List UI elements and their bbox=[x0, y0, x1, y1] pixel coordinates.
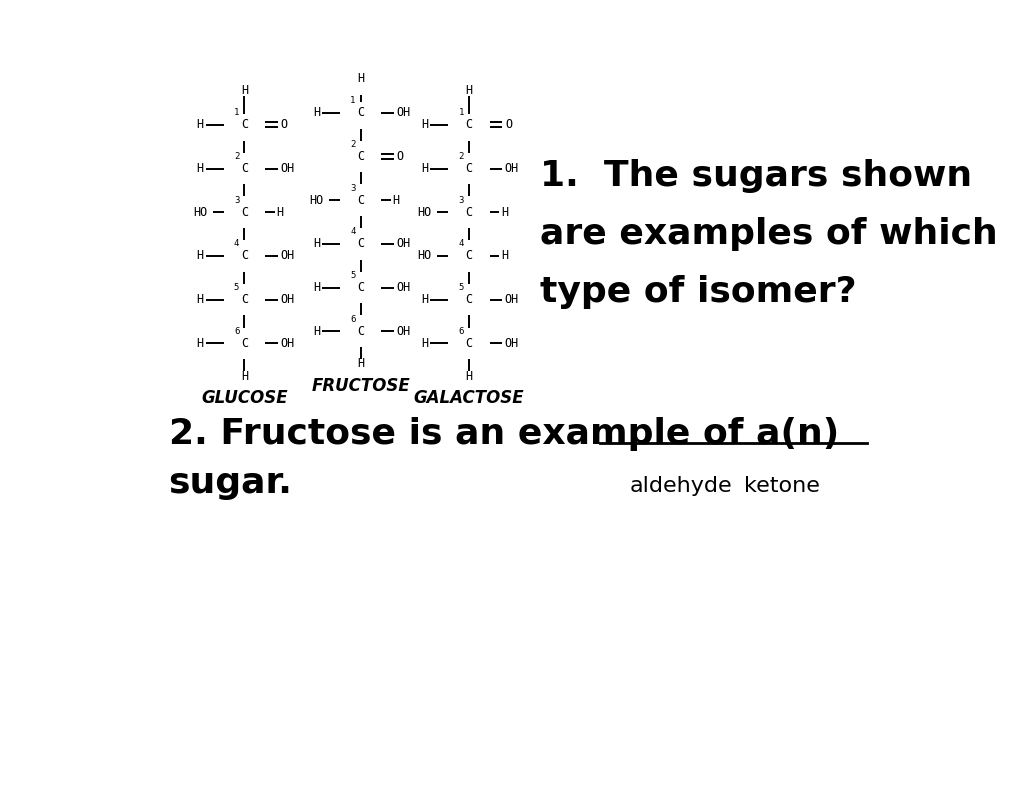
Text: O: O bbox=[396, 150, 404, 163]
Text: C: C bbox=[357, 106, 364, 119]
Text: OH: OH bbox=[280, 250, 294, 262]
Text: OH: OH bbox=[504, 336, 519, 350]
Text: GLUCOSE: GLUCOSE bbox=[201, 389, 287, 407]
Text: H: H bbox=[465, 84, 472, 98]
Text: O: O bbox=[504, 118, 512, 132]
Text: 2. Fructose is an example of a(n): 2. Fructose is an example of a(n) bbox=[168, 418, 838, 452]
Text: HO: HO bbox=[417, 250, 431, 262]
Text: FRUCTOSE: FRUCTOSE bbox=[311, 377, 410, 395]
Text: H: H bbox=[500, 250, 507, 262]
Text: H: H bbox=[313, 106, 320, 119]
Text: OH: OH bbox=[395, 237, 410, 251]
Text: 6: 6 bbox=[233, 327, 239, 336]
Text: OH: OH bbox=[395, 106, 410, 119]
Text: OH: OH bbox=[504, 162, 519, 175]
Text: HO: HO bbox=[309, 194, 323, 206]
Text: GALACTOSE: GALACTOSE bbox=[414, 389, 524, 407]
Text: OH: OH bbox=[280, 336, 294, 350]
Text: H: H bbox=[240, 84, 248, 98]
Text: H: H bbox=[197, 336, 204, 350]
Text: 3: 3 bbox=[350, 184, 356, 192]
Text: H: H bbox=[421, 336, 428, 350]
Text: HO: HO bbox=[193, 206, 207, 219]
Text: 3: 3 bbox=[233, 195, 239, 205]
Text: 4: 4 bbox=[350, 227, 356, 236]
Text: 2: 2 bbox=[458, 152, 464, 161]
Text: O: O bbox=[280, 118, 287, 132]
Text: 6: 6 bbox=[458, 327, 464, 336]
Text: 2: 2 bbox=[233, 152, 239, 161]
Text: H: H bbox=[421, 162, 428, 175]
Text: OH: OH bbox=[280, 162, 294, 175]
Text: 1: 1 bbox=[233, 108, 239, 117]
Text: ketone: ketone bbox=[744, 476, 819, 496]
Text: C: C bbox=[357, 325, 364, 338]
Text: H: H bbox=[357, 72, 364, 85]
Text: C: C bbox=[240, 118, 248, 132]
Text: OH: OH bbox=[395, 281, 410, 294]
Text: H: H bbox=[197, 250, 204, 262]
Text: C: C bbox=[465, 162, 472, 175]
Text: C: C bbox=[240, 250, 248, 262]
Text: C: C bbox=[465, 206, 472, 219]
Text: H: H bbox=[197, 118, 204, 132]
Text: H: H bbox=[240, 370, 248, 383]
Text: sugar.: sugar. bbox=[168, 466, 292, 500]
Text: H: H bbox=[276, 206, 283, 219]
Text: 4: 4 bbox=[458, 240, 464, 248]
Text: C: C bbox=[240, 336, 248, 350]
Text: C: C bbox=[357, 150, 364, 163]
Text: OH: OH bbox=[504, 293, 519, 307]
Text: H: H bbox=[500, 206, 507, 219]
Text: C: C bbox=[465, 118, 472, 132]
Text: are examples of which: are examples of which bbox=[540, 217, 997, 251]
Text: H: H bbox=[421, 118, 428, 132]
Text: 5: 5 bbox=[233, 283, 239, 292]
Text: 1: 1 bbox=[458, 108, 464, 117]
Text: C: C bbox=[465, 250, 472, 262]
Text: 1: 1 bbox=[350, 96, 356, 105]
Text: C: C bbox=[357, 237, 364, 251]
Text: H: H bbox=[421, 293, 428, 307]
Text: H: H bbox=[313, 325, 320, 338]
Text: OH: OH bbox=[395, 325, 410, 338]
Text: C: C bbox=[465, 293, 472, 307]
Text: C: C bbox=[240, 206, 248, 219]
Text: H: H bbox=[313, 237, 320, 251]
Text: 5: 5 bbox=[350, 271, 356, 280]
Text: 5: 5 bbox=[458, 283, 464, 292]
Text: H: H bbox=[197, 293, 204, 307]
Text: 6: 6 bbox=[350, 314, 356, 324]
Text: 4: 4 bbox=[233, 240, 239, 248]
Text: H: H bbox=[465, 370, 472, 383]
Text: C: C bbox=[465, 336, 472, 350]
Text: type of isomer?: type of isomer? bbox=[540, 275, 856, 309]
Text: 1.  The sugars shown: 1. The sugars shown bbox=[540, 159, 971, 194]
Text: 2: 2 bbox=[350, 139, 356, 149]
Text: C: C bbox=[240, 293, 248, 307]
Text: aldehyde: aldehyde bbox=[629, 476, 732, 496]
Text: H: H bbox=[313, 281, 320, 294]
Text: C: C bbox=[240, 162, 248, 175]
Text: HO: HO bbox=[417, 206, 431, 219]
Text: C: C bbox=[357, 194, 364, 206]
Text: H: H bbox=[392, 194, 399, 206]
Text: OH: OH bbox=[280, 293, 294, 307]
Text: 3: 3 bbox=[458, 195, 464, 205]
Text: H: H bbox=[197, 162, 204, 175]
Text: H: H bbox=[357, 358, 364, 370]
Text: C: C bbox=[357, 281, 364, 294]
